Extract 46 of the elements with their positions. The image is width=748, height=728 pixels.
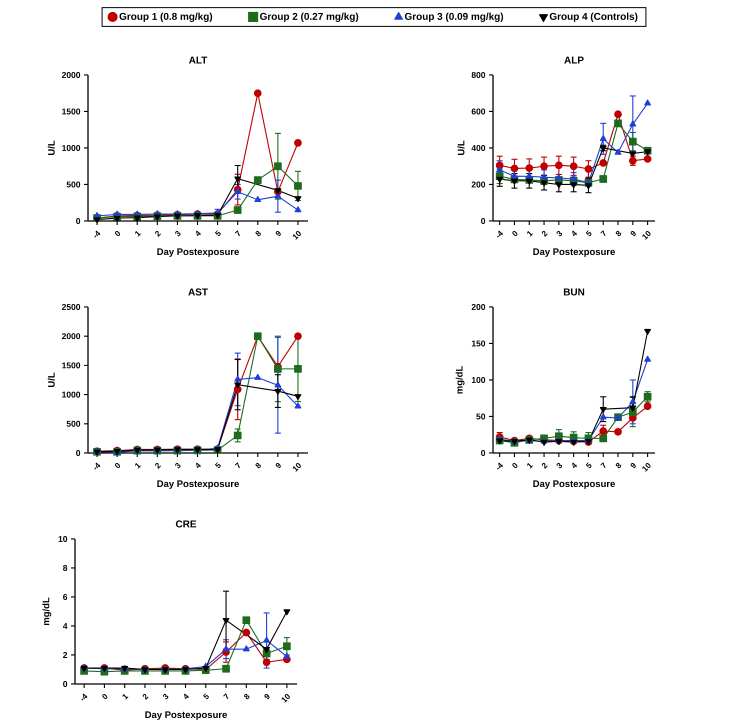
y-tick-label: 2000	[62, 72, 80, 78]
x-axis-title: Day Postexposure	[157, 248, 239, 257]
x-axis-title: Day Postexposure	[145, 711, 227, 720]
y-tick-label: 100	[472, 376, 486, 383]
legend-label: Group 3 (0.09 mg/kg)	[404, 12, 504, 22]
y-axis-title: U/L	[48, 140, 55, 156]
y-tick-label: 6	[63, 594, 68, 600]
y-tick-label: 400	[471, 144, 486, 151]
chart-title: ALT	[188, 56, 208, 64]
y-tick-label: 50	[476, 413, 486, 420]
legend-label: Group 2 (0.27 mg/kg)	[260, 12, 358, 22]
y-tick-label: 800	[472, 72, 486, 78]
y-tick-label: 2500	[62, 304, 80, 310]
y-tick-label: 200	[472, 181, 486, 188]
y-tick-label: 500	[66, 181, 80, 188]
y-tick-label: 0	[63, 680, 68, 687]
x-axis-title: Day Postexposure	[533, 480, 615, 489]
y-tick-label: 8	[63, 564, 68, 571]
y-tick-label: 0	[481, 218, 486, 224]
y-axis-title: mg/dL	[42, 598, 52, 626]
y-axis-title: mg/dL	[456, 366, 465, 394]
y-tick-label: 200	[472, 304, 486, 310]
legend-label: Group 1 (0.8 mg/kg)	[120, 12, 212, 22]
x-axis-title: Day Postexposure	[533, 248, 615, 257]
y-tick-label: 150	[472, 340, 486, 346]
y-tick-label: 10	[58, 536, 68, 542]
chart-title: ALP	[564, 56, 584, 64]
y-tick-label: 500	[66, 420, 80, 427]
y-tick-label: 1500	[62, 362, 80, 368]
chart-title: BUN	[564, 288, 584, 296]
y-tick-label: 1000	[62, 144, 80, 151]
y-axis-title: U/L	[457, 140, 465, 156]
y-tick-label: 1000	[62, 392, 80, 398]
x-axis-title: Day Postexposure	[157, 480, 239, 489]
legend-label: Group 4 (Controls)	[550, 12, 638, 22]
y-tick-label: 2	[63, 652, 68, 658]
chart-title: CRE	[176, 520, 196, 528]
y-tick-label: 1500	[62, 108, 80, 114]
y-tick-label: 0	[76, 218, 80, 224]
y-tick-label: 0	[481, 450, 486, 456]
y-tick-label: 2000	[62, 333, 80, 340]
y-tick-label: 4	[62, 623, 68, 629]
y-tick-label: 0	[76, 450, 80, 456]
chart-title: AST	[188, 288, 208, 296]
y-tick-label: 600	[472, 108, 486, 114]
y-axis-title: U/L	[48, 372, 55, 388]
